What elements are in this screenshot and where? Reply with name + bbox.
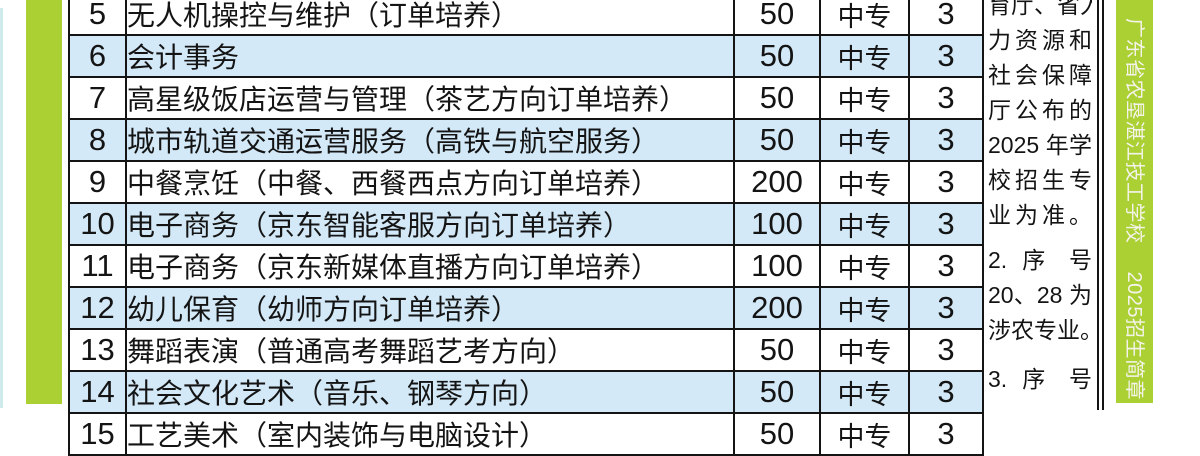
notes-line: 育厅、省人 (988, 0, 1092, 18)
major-cell: 中餐烹饪（中餐、西餐西点方向订单培养） (125, 160, 735, 204)
table-row: 12 幼儿保育（幼师方向订单培养） 200 中专 3 (68, 286, 984, 330)
notes-line: 校招生专 (988, 167, 1092, 193)
level-cell: 中专 (819, 76, 910, 120)
table-row: 14 社会文化艺术（音乐、钢琴方向） 50 中专 3 (68, 370, 984, 414)
count-cell: 100 (733, 202, 821, 246)
major-cell: 工艺美术（室内装饰与电脑设计） (125, 412, 735, 456)
major-cell: 电子商务（京东新媒体直播方向订单培养） (125, 244, 735, 288)
count-cell: 200 (733, 286, 821, 330)
table-row: 6 会计事务 50 中专 3 (68, 34, 984, 78)
count-cell: 50 (733, 412, 821, 456)
major-cell: 幼儿保育（幼师方向订单培养） (125, 286, 735, 330)
count-cell: 50 (733, 34, 821, 78)
seq-cell: 10 (68, 202, 127, 246)
seq-cell: 13 (68, 328, 127, 372)
count-cell: 100 (733, 244, 821, 288)
major-cell: 城市轨道交通运营服务（高铁与航空服务） (125, 118, 735, 162)
left-accent-bar (26, 0, 62, 404)
major-cell: 电子商务（京东智能客服方向订单培养） (125, 202, 735, 246)
level-cell: 中专 (819, 370, 910, 414)
side-banner-text: 广东省农垦湛江技工学校 2025招生简章 (1121, 18, 1147, 400)
seq-cell: 5 (68, 0, 127, 36)
notes-text-block: 育厅、省人 力资源和 社会保障 厅公布的 2025 年学 校招生专 业为准。 2… (988, 0, 1092, 397)
table-row: 7 高星级饭店运营与管理（茶艺方向订单培养） 50 中专 3 (68, 76, 984, 120)
table-row: 10 电子商务（京东智能客服方向订单培养） 100 中专 3 (68, 202, 984, 246)
years-cell: 3 (908, 34, 984, 78)
left-teal-sliver (0, 8, 3, 408)
admissions-table: 5 无人机操控与维护（订单培养） 50 中专 3 6 会计事务 50 中专 3 … (68, 0, 984, 456)
level-cell: 中专 (819, 118, 910, 162)
table-outer-rule (1102, 0, 1104, 410)
years-cell: 3 (908, 412, 984, 456)
years-cell: 3 (908, 0, 984, 36)
notes-line: 力资源和 (988, 27, 1092, 53)
admissions-table-body: 5 无人机操控与维护（订单培养） 50 中专 3 6 会计事务 50 中专 3 … (68, 0, 984, 456)
level-cell: 中专 (819, 286, 910, 330)
years-cell: 3 (908, 370, 984, 414)
seq-cell: 9 (68, 160, 127, 204)
table-row: 11 电子商务（京东新媒体直播方向订单培养） 100 中专 3 (68, 244, 984, 288)
level-cell: 中专 (819, 202, 910, 246)
notes-line: 涉农专业。 (988, 317, 1092, 343)
level-cell: 中专 (819, 34, 910, 78)
major-cell: 高星级饭店运营与管理（茶艺方向订单培养） (125, 76, 735, 120)
seq-cell: 15 (68, 412, 127, 456)
years-cell: 3 (908, 244, 984, 288)
side-banner (1116, 0, 1153, 403)
brochure-title-label: 2025招生简章 (1123, 271, 1145, 401)
count-cell: 50 (733, 328, 821, 372)
seq-cell: 11 (68, 244, 127, 288)
seq-cell: 8 (68, 118, 127, 162)
school-name-label: 广东省农垦湛江技工学校 (1123, 18, 1145, 244)
notes-line: 2025 年学 (988, 132, 1092, 158)
count-cell: 50 (733, 118, 821, 162)
count-cell: 50 (733, 370, 821, 414)
years-cell: 3 (908, 118, 984, 162)
years-cell: 3 (908, 160, 984, 204)
major-cell: 舞蹈表演（普通高考舞蹈艺考方向） (125, 328, 735, 372)
notes-line: 2. 序 号 (988, 247, 1092, 273)
notes-line: 20、28 为 (988, 282, 1092, 308)
seq-cell: 7 (68, 76, 127, 120)
seq-cell: 14 (68, 370, 127, 414)
years-cell: 3 (908, 286, 984, 330)
level-cell: 中专 (819, 328, 910, 372)
notes-line: 3. 序 号 (988, 366, 1092, 392)
seq-cell: 6 (68, 34, 127, 78)
level-cell: 中专 (819, 0, 910, 36)
years-cell: 3 (908, 76, 984, 120)
notes-line: 厅公布的 (988, 97, 1092, 123)
notes-line: 社会保障 (988, 62, 1092, 88)
level-cell: 中专 (819, 160, 910, 204)
level-cell: 中专 (819, 412, 910, 456)
table-row: 9 中餐烹饪（中餐、西餐西点方向订单培养） 200 中专 3 (68, 160, 984, 204)
seq-cell: 12 (68, 286, 127, 330)
count-cell: 50 (733, 76, 821, 120)
major-cell: 会计事务 (125, 34, 735, 78)
table-row: 13 舞蹈表演（普通高考舞蹈艺考方向） 50 中专 3 (68, 328, 984, 372)
table-row: 5 无人机操控与维护（订单培养） 50 中专 3 (68, 0, 984, 36)
count-cell: 50 (733, 0, 821, 36)
major-cell: 社会文化艺术（音乐、钢琴方向） (125, 370, 735, 414)
level-cell: 中专 (819, 244, 910, 288)
years-cell: 3 (908, 328, 984, 372)
count-cell: 200 (733, 160, 821, 204)
notes-line: 业为准。 (988, 202, 1092, 228)
years-cell: 3 (908, 202, 984, 246)
major-cell: 无人机操控与维护（订单培养） (125, 0, 735, 36)
table-row: 15 工艺美术（室内装饰与电脑设计） 50 中专 3 (68, 412, 984, 456)
notes-column: 育厅、省人 力资源和 社会保障 厅公布的 2025 年学 校招生专 业为准。 2… (982, 0, 1099, 410)
table-row: 8 城市轨道交通运营服务（高铁与航空服务） 50 中专 3 (68, 118, 984, 162)
